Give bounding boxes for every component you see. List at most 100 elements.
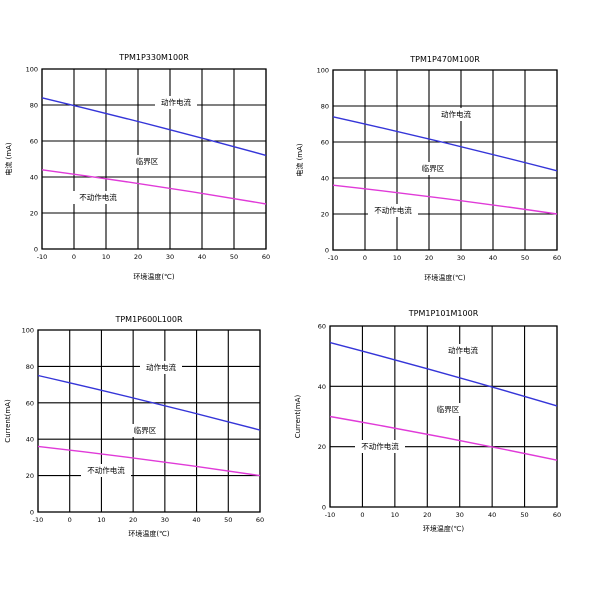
region-label-background [355,440,405,453]
region-label-background [155,96,197,109]
chart-title: TPM1P600L100R [114,315,183,324]
x-axis-label: 环境温度(℃) [128,529,170,538]
region-label: 临界区 [422,163,445,173]
y-tick-label: 0 [322,504,326,512]
x-tick-label: -10 [328,254,339,262]
x-tick-label: 30 [457,254,465,262]
plot-frame [37,329,261,513]
region-label: 临界区 [136,156,159,166]
region-label: 动作电流 [441,109,471,119]
y-tick-label: 100 [317,67,329,75]
plot-frame [41,68,267,250]
region-label-background [435,108,477,121]
x-tick-label: 0 [68,516,72,524]
y-tick-label: 20 [318,443,326,451]
y-tick-label: 20 [26,472,34,480]
y-tick-label: 80 [26,363,34,371]
x-tick-label: 20 [425,254,433,262]
y-tick-label: 60 [26,399,34,407]
y-tick-label: 80 [321,103,329,111]
y-axis-label: Current(mA) [4,399,12,443]
y-tick-label: 20 [30,210,38,218]
x-tick-label: 10 [102,253,110,261]
x-tick-label: 30 [166,253,174,261]
region-label-background [73,191,123,204]
chart-title: TPM1P330M100R [118,53,189,62]
region-label: 不动作电流 [361,441,399,451]
y-tick-label: 60 [321,139,329,147]
x-tick-label: 60 [262,253,270,261]
x-tick-label: 0 [72,253,76,261]
x-tick-label: 20 [129,516,137,524]
x-tick-label: 10 [393,254,401,262]
x-axis-label: 环境温度(℃) [423,524,465,533]
series-line [41,169,267,205]
x-tick-label: -10 [33,516,44,524]
x-tick-label: 40 [198,253,206,261]
x-axis-label: 环境温度(℃) [424,273,466,282]
region-label-background [431,403,465,416]
chart-title: TPM1P470M100R [409,55,480,64]
y-tick-label: 80 [30,102,38,110]
region-label: 不动作电流 [374,205,412,215]
series-line [41,97,267,157]
x-tick-label: 50 [224,516,232,524]
x-tick-label: 50 [520,511,528,519]
x-tick-label: 20 [134,253,142,261]
x-tick-label: 0 [360,511,364,519]
chart-title: TPM1P101M100R [408,309,479,318]
x-tick-label: 60 [553,511,561,519]
x-tick-label: 10 [97,516,105,524]
y-tick-label: 40 [26,436,34,444]
y-tick-label: 60 [318,323,326,331]
series-line [332,184,558,215]
y-tick-label: 40 [30,174,38,182]
y-tick-label: 100 [26,66,38,74]
region-label: 不动作电流 [87,465,125,475]
x-tick-label: 60 [256,516,264,524]
y-tick-label: 100 [22,327,34,335]
y-axis-label: 电流 (mA) [295,143,304,177]
series-line [329,341,558,407]
x-tick-label: 20 [423,511,431,519]
series-line [37,374,261,431]
region-label: 动作电流 [161,97,191,107]
region-label: 动作电流 [448,345,478,355]
x-tick-label: 0 [363,254,367,262]
x-tick-label: -10 [325,511,336,519]
y-tick-label: 20 [321,211,329,219]
region-label-background [140,361,182,374]
plot-frame [332,69,558,251]
y-tick-label: 40 [318,383,326,391]
x-axis-label: 环境温度(℃) [133,272,175,281]
x-tick-label: 30 [161,516,169,524]
x-tick-label: 30 [456,511,464,519]
x-tick-label: 50 [521,254,529,262]
y-axis-label: 电流 (mA) [4,142,13,176]
region-label-background [416,162,450,175]
region-label: 不动作电流 [79,192,117,202]
x-tick-label: 40 [488,511,496,519]
x-tick-label: -10 [37,253,48,261]
y-tick-label: 0 [325,247,329,255]
x-tick-label: 40 [489,254,497,262]
series-line [37,445,261,477]
region-label-background [368,204,418,217]
region-label-background [81,464,131,477]
x-tick-label: 40 [192,516,200,524]
x-tick-label: 50 [230,253,238,261]
region-label-background [442,344,484,357]
y-tick-label: 0 [30,509,34,517]
y-tick-label: 60 [30,138,38,146]
x-tick-label: 60 [553,254,561,262]
region-label: 动作电流 [146,362,176,372]
region-label-background [130,155,164,168]
y-tick-label: 40 [321,175,329,183]
y-tick-label: 0 [34,246,38,254]
